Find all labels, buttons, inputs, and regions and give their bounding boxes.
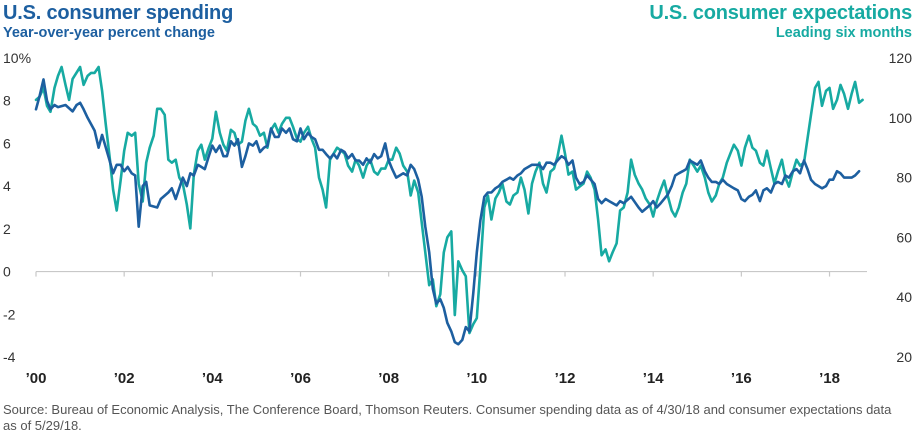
left-axis-subtitle: Year-over-year percent change (3, 25, 215, 41)
right-y-tick-label: 80 (896, 170, 912, 186)
x-tick-label: ’18 (819, 370, 840, 387)
x-tick-label: ’16 (731, 370, 752, 387)
x-axis: ’00 ’02 ’04 ’06 ’08 ’10 ’12 ’14 ’16 ’18 (26, 270, 867, 387)
left-axis-title: U.S. consumer spending (3, 2, 234, 24)
x-tick-label: ’02 (114, 370, 135, 387)
right-axis-subtitle: Leading six months (775, 25, 912, 41)
x-tick-label: ’06 (290, 370, 311, 387)
x-tick-label: ’12 (555, 370, 576, 387)
left-y-tick-label: -4 (3, 349, 16, 365)
left-y-tick-label: 8 (3, 93, 11, 109)
right-y-tick-label: 100 (889, 110, 913, 126)
x-tick-label: ’08 (378, 370, 399, 387)
left-y-tick-label: 2 (3, 221, 11, 237)
left-y-tick-label: 4 (3, 178, 11, 194)
right-y-axis: 120 100 80 60 40 20 (889, 50, 913, 365)
spending-series-line (34, 78, 861, 346)
left-y-axis: 10% 8 6 4 2 0 -2 -4 (3, 50, 31, 365)
right-y-tick-label: 60 (896, 229, 912, 245)
source-note: Source: Bureau of Economic Analysis, The… (3, 402, 892, 433)
right-y-tick-label: 20 (896, 349, 912, 365)
x-tick-label: ’04 (202, 370, 224, 387)
left-y-tick-label: 6 (3, 135, 11, 151)
x-tick-label: ’00 (26, 370, 47, 387)
x-tick-label: ’10 (466, 370, 487, 387)
right-y-tick-label: 120 (889, 50, 913, 66)
left-y-tick-label: 10% (3, 50, 31, 66)
left-y-tick-label: 0 (3, 264, 11, 280)
expectations-series-line (34, 65, 864, 335)
x-tick-label: ’14 (643, 370, 665, 387)
left-y-tick-label: -2 (3, 306, 16, 322)
right-axis-title: U.S. consumer expectations (649, 2, 912, 24)
series-layer (34, 65, 864, 346)
right-y-tick-label: 40 (896, 289, 912, 305)
